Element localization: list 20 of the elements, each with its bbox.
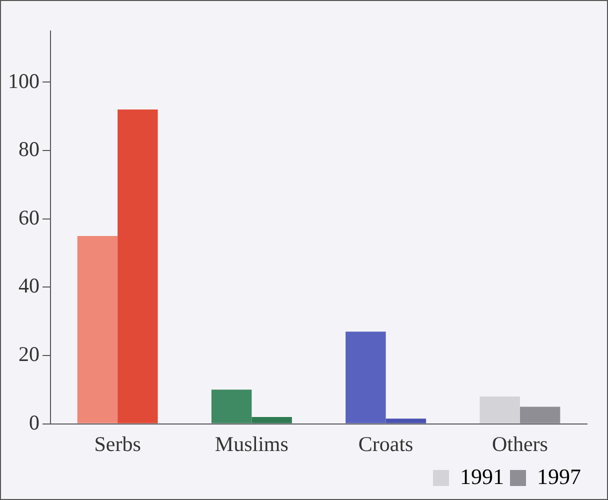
legend-label: 1991 — [460, 464, 504, 489]
y-tick-label: 0 — [29, 410, 40, 434]
y-tick-label: 40 — [18, 274, 40, 298]
bar — [520, 406, 560, 424]
y-tick-label: 80 — [18, 137, 40, 162]
bar — [211, 390, 252, 424]
x-tick-label: Others — [492, 432, 548, 456]
bar — [252, 416, 292, 424]
bar — [118, 110, 158, 424]
y-tick-label: 100 — [8, 68, 40, 93]
bar — [346, 332, 386, 424]
bar — [77, 236, 118, 424]
y-tick-label: 60 — [18, 205, 40, 230]
legend-label: 1997 — [537, 464, 581, 489]
bar — [386, 418, 426, 424]
bar — [480, 396, 520, 424]
x-tick-label: Serbs — [94, 432, 141, 456]
x-tick-label: Muslims — [214, 432, 288, 456]
y-tick-label: 20 — [18, 342, 40, 366]
x-tick-label: Croats — [358, 432, 414, 456]
